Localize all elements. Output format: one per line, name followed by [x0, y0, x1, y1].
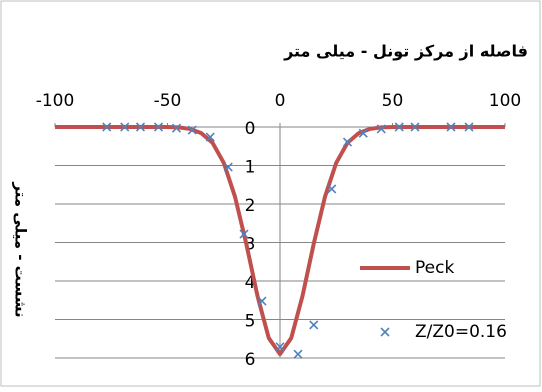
scatter-point [358, 128, 368, 138]
x-tick-label: -100 [36, 91, 75, 111]
scatter-point [342, 137, 353, 147]
scatter-point [376, 124, 386, 134]
scatter-point [205, 132, 215, 142]
scatter-point [446, 122, 456, 132]
scatter-point [187, 125, 197, 135]
y-tick-label: 3 [245, 235, 256, 255]
chart-title: فاصله از مرکز تونل - میلی متر [283, 42, 528, 61]
scatter-point [275, 342, 285, 352]
x-tick-label: -50 [154, 91, 182, 111]
y-tick-label: 0 [245, 119, 256, 139]
scatter-point [394, 122, 404, 132]
scatter-point [239, 229, 249, 239]
x-tick-label: 100 [489, 91, 521, 111]
scatter-point [327, 184, 337, 194]
y-tick-label: 2 [245, 196, 256, 216]
y-axis-title: نشست - میلی متر [12, 181, 30, 317]
scatter-point [309, 320, 319, 330]
scatter-point [293, 349, 303, 359]
legend-label: Peck [415, 258, 454, 278]
scatter-point [102, 122, 112, 132]
scatter-point [171, 123, 182, 133]
y-tick-label: 4 [245, 273, 256, 293]
scatter-point [135, 122, 146, 132]
x-tick-label: 50 [382, 91, 404, 111]
legend-label: Z/Z0=0.16 [415, 322, 507, 342]
y-tick-label: 1 [245, 158, 256, 178]
legend-swatch [380, 327, 390, 337]
scatter-point [120, 122, 130, 132]
scatter-point [153, 122, 164, 132]
scatter-point [257, 296, 267, 306]
scatter-point [223, 162, 233, 172]
scatter-point [410, 122, 420, 132]
scatter-point [464, 122, 474, 132]
line-series [55, 125, 505, 357]
y-tick-label: 5 [245, 312, 256, 332]
x-tick-label: 0 [275, 91, 286, 111]
y-tick-label: 6 [245, 350, 256, 370]
